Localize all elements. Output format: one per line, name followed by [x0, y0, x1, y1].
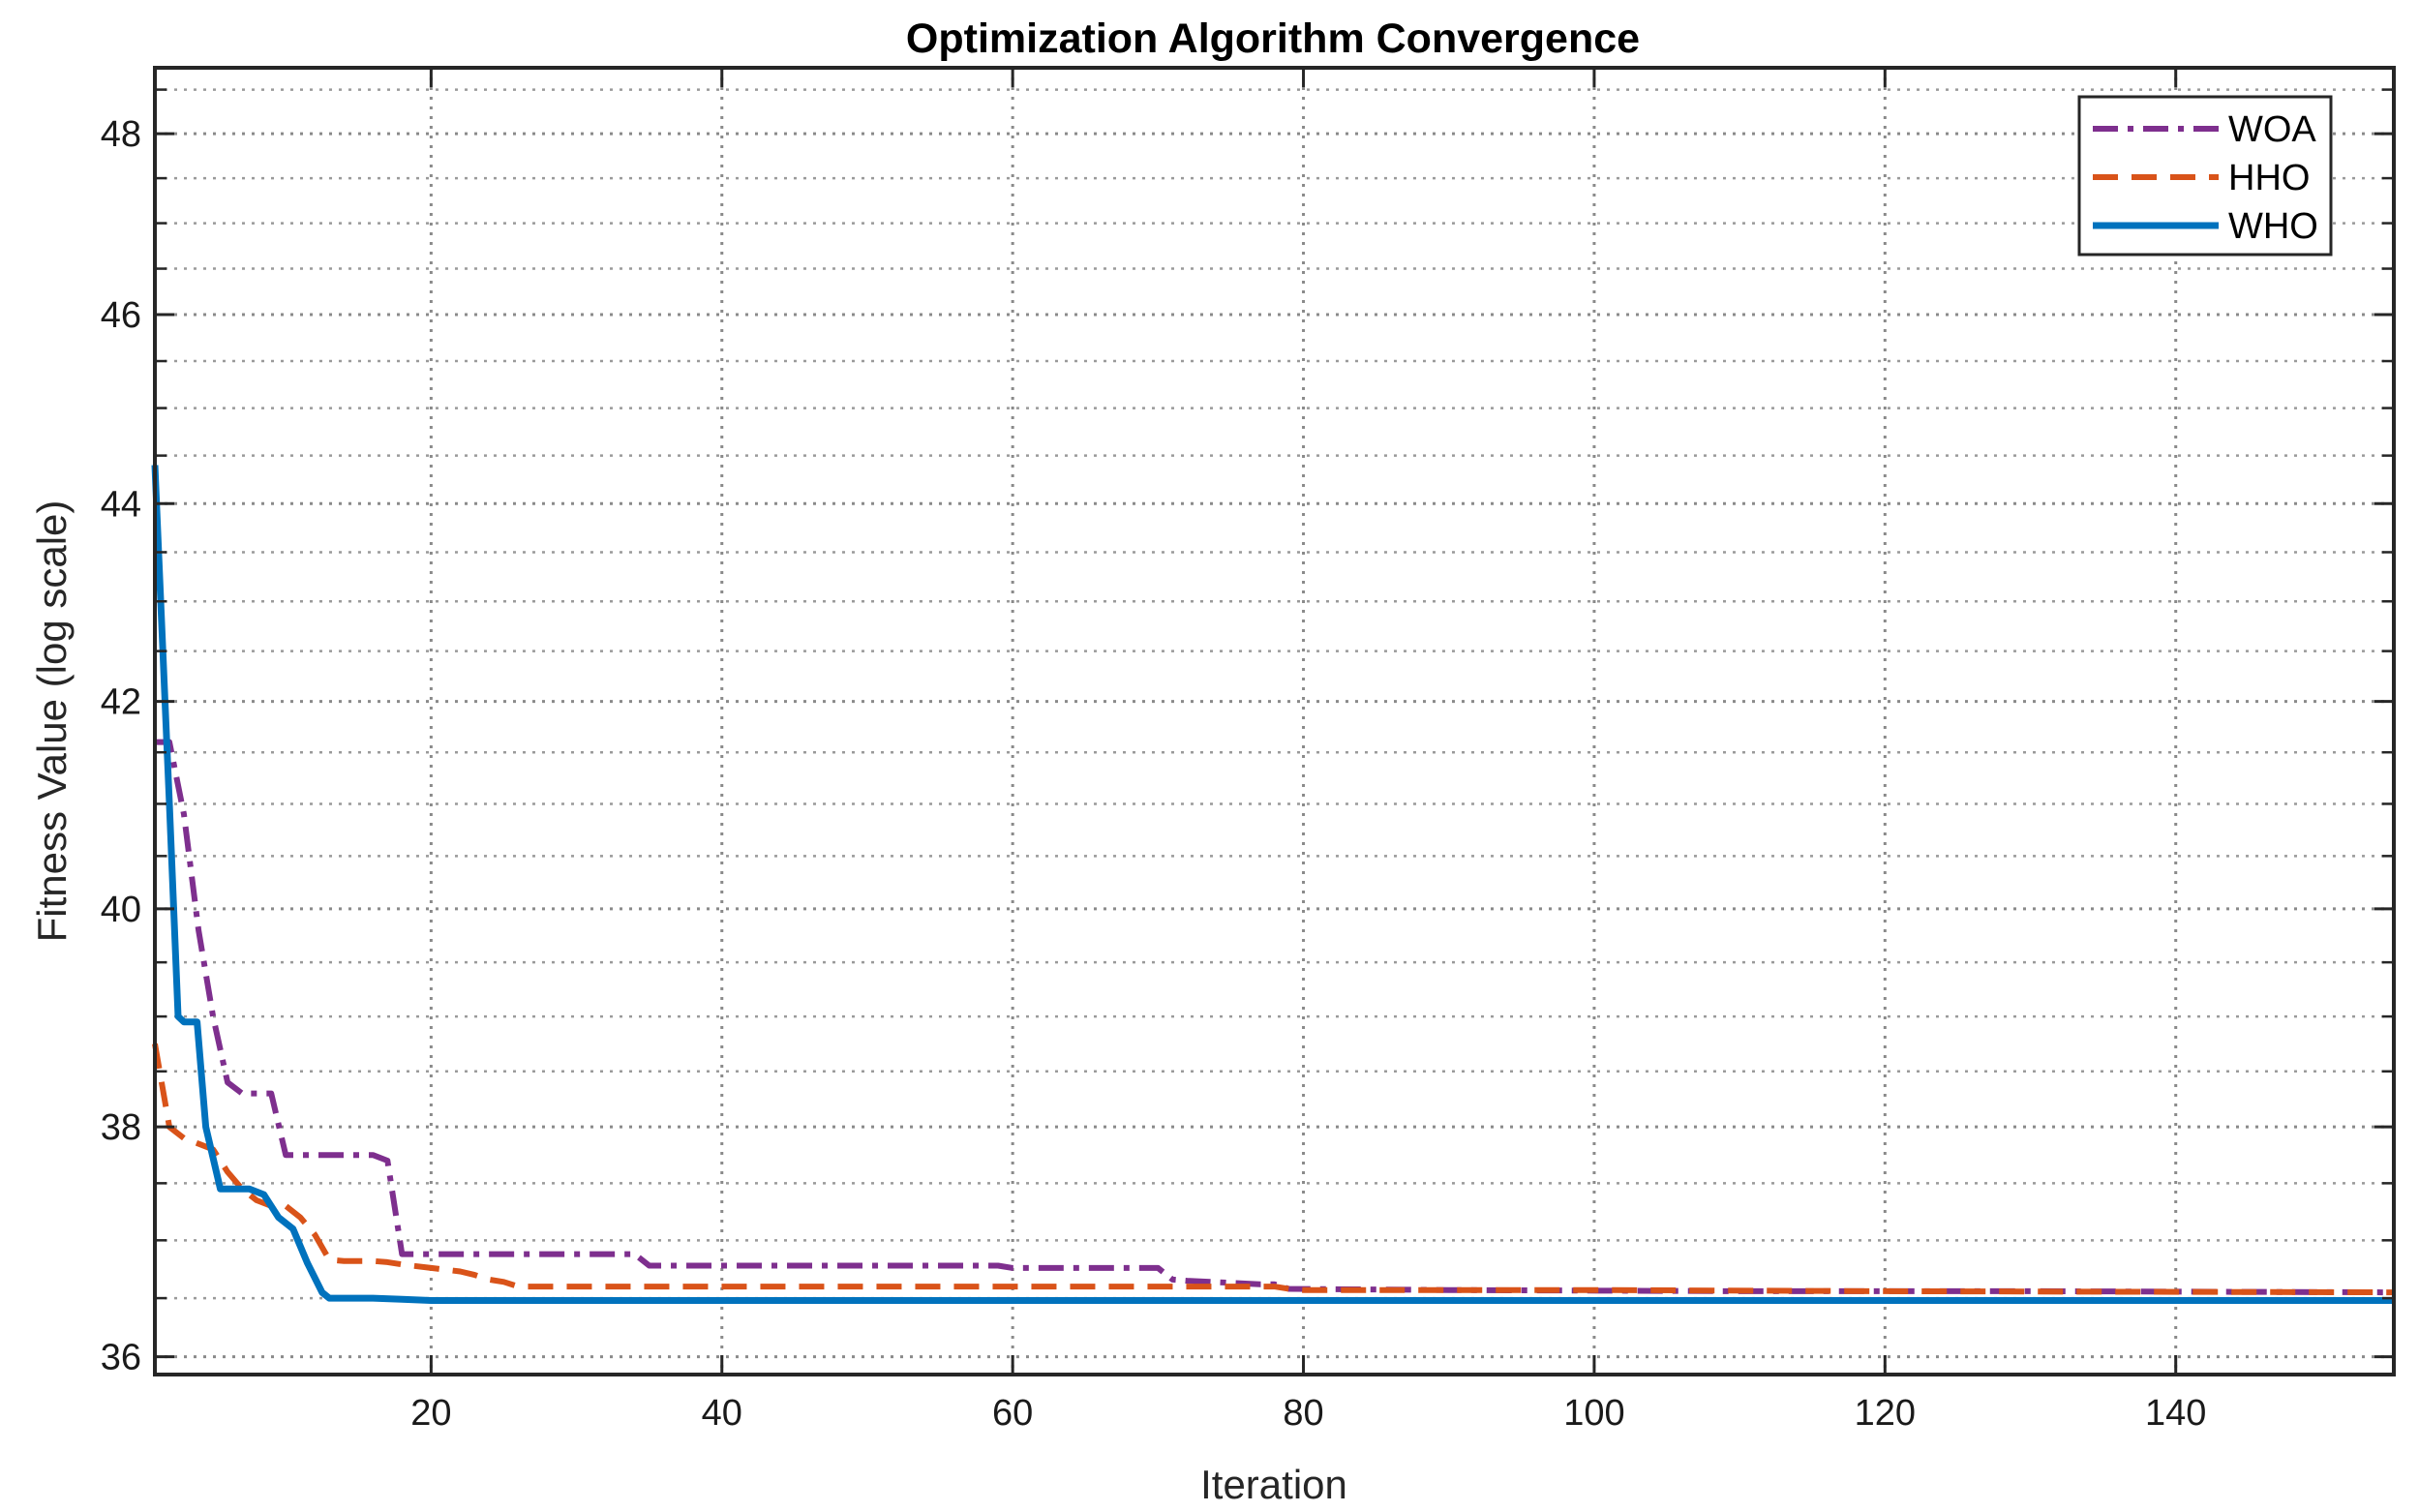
series-line-hho — [152, 1043, 2395, 1296]
plot-area-frame — [153, 66, 2396, 1376]
x-tick-label: 120 — [1855, 1393, 1916, 1434]
axis-ticks: 36 38 40 42 44 46 48 20 40 60 80 100 120 140 — [101, 68, 2394, 1434]
y-tick-label: 44 — [101, 484, 141, 525]
x-tick-label: 80 — [1283, 1393, 1323, 1434]
y-tick-label: 46 — [101, 295, 141, 336]
y-tick-label: 40 — [101, 890, 141, 930]
x-tick-label: 40 — [702, 1393, 742, 1434]
y-tick-label: 48 — [101, 114, 141, 155]
series-line-who — [151, 465, 2394, 1304]
x-axis-label: Iteration — [1200, 1462, 1347, 1507]
series-line-woa — [155, 739, 2395, 1296]
x-tick-label: 140 — [2145, 1393, 2206, 1434]
x-tick-label: 20 — [410, 1393, 451, 1434]
legend: WOA HHO WHO — [2077, 95, 2333, 257]
legend-label-woa: WOA — [2228, 109, 2316, 150]
x-tick-label: 100 — [1563, 1393, 1624, 1434]
series-layer — [151, 465, 2395, 1304]
x-tick-label: 60 — [992, 1393, 1033, 1434]
y-tick-label: 38 — [101, 1107, 141, 1148]
y-tick-label: 42 — [101, 682, 141, 723]
chart-title: Optimization Algorithm Convergence — [906, 15, 1640, 62]
y-tick-label: 36 — [101, 1338, 141, 1378]
y-axis-label: Fitness Value (log scale) — [29, 500, 75, 943]
legend-label-hho: HHO — [2228, 158, 2310, 198]
legend-label-who: WHO — [2228, 206, 2318, 247]
